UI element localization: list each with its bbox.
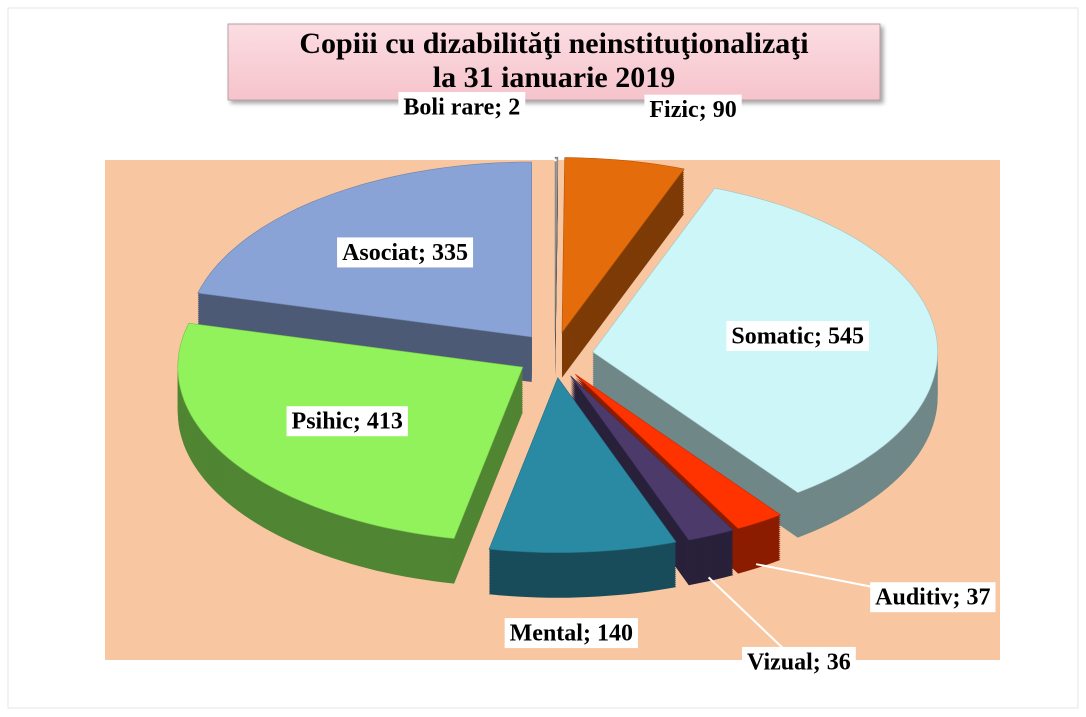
label-box (726, 320, 870, 351)
label-value: 36 (827, 649, 851, 675)
label-value: 2 (508, 94, 520, 120)
label-box (644, 94, 742, 125)
label-value: 37 (967, 584, 991, 610)
label-separator: ; (699, 97, 713, 123)
data-label: Mental; 140 (510, 620, 633, 646)
label-category: Auditiv (875, 584, 952, 610)
label-category: Vizual (747, 649, 813, 675)
label-value: 140 (597, 620, 633, 646)
slice (561, 157, 685, 334)
label-value: 335 (432, 239, 468, 265)
label-category: Asociat (342, 239, 418, 265)
label-category: Boli rare (403, 94, 494, 120)
data-label: Fizic; 90 (649, 97, 736, 123)
label-separator: ; (353, 408, 367, 434)
label-value: 413 (367, 408, 403, 434)
label-box (870, 582, 996, 613)
label-separator: ; (953, 584, 967, 610)
slice (554, 156, 559, 333)
title-box (227, 23, 881, 101)
label-separator: ; (813, 649, 827, 675)
chart-subtitle: la 31 ianuarie 2019 (433, 61, 676, 94)
slices (177, 156, 938, 598)
label-category: Fizic (649, 97, 699, 123)
label-category: Psihic (292, 408, 354, 434)
label-value: 545 (828, 323, 864, 349)
label-box (742, 646, 856, 677)
data-label: Vizual; 36 (747, 649, 851, 675)
slice (575, 374, 782, 529)
label-box (337, 237, 474, 268)
data-label: Asociat; 335 (342, 239, 468, 265)
data-label: Auditiv; 37 (875, 584, 990, 610)
label-box (504, 618, 638, 649)
data-label: Psihic; 413 (292, 408, 403, 434)
slice (488, 377, 677, 553)
chart-title: Copiii cu dizabilităţi neinstituţionaliz… (299, 27, 808, 60)
slice (570, 375, 734, 541)
data-label: Boli rare; 2 (403, 94, 520, 120)
label-box (398, 91, 526, 122)
label-category: Mental (510, 620, 584, 646)
labels: Boli rare; 2 Fizic; 90 Somatic; 545 Auditiv… (286, 91, 996, 677)
label-box (286, 406, 408, 437)
label-separator: ; (418, 239, 432, 265)
label-category: Somatic (731, 323, 814, 349)
label-value: 90 (713, 97, 737, 123)
label-separator: ; (494, 94, 508, 120)
label-separator: ; (583, 620, 597, 646)
data-label: Somatic; 545 (731, 323, 864, 349)
label-separator: ; (814, 323, 828, 349)
